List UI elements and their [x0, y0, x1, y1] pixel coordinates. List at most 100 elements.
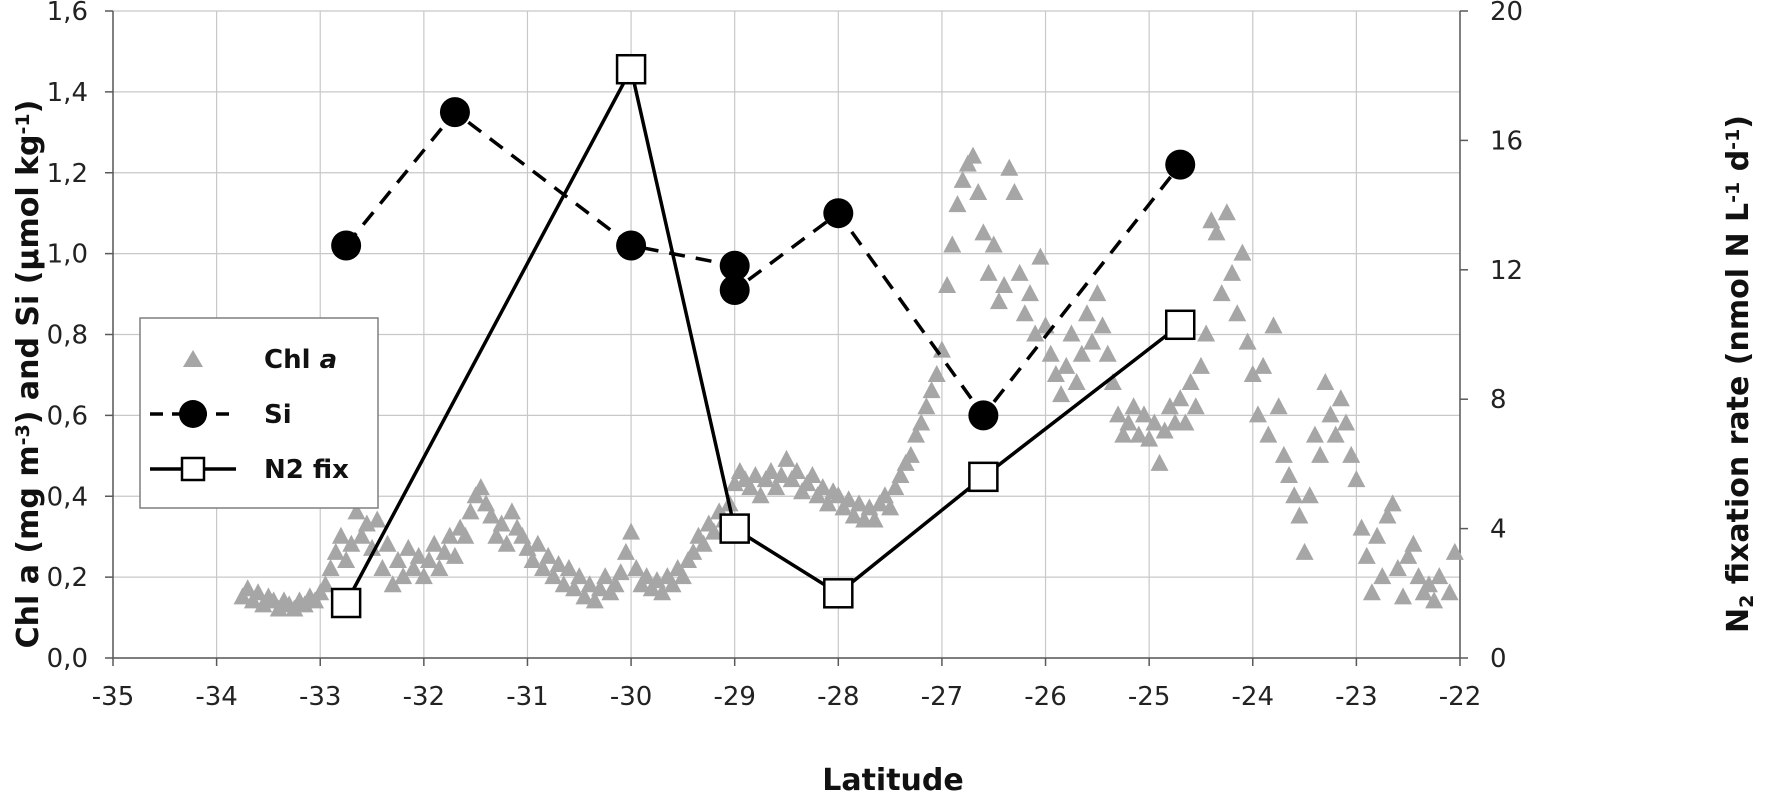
chl-a-point	[907, 425, 926, 443]
x-tick-label: -33	[299, 682, 341, 712]
chl-a-point	[1114, 425, 1133, 443]
chl-a-point	[1010, 263, 1029, 281]
chl-a-point	[1290, 506, 1309, 524]
chl-a-point	[829, 486, 848, 504]
chl-a-point	[979, 263, 998, 281]
chl-a-point	[1388, 559, 1407, 577]
chl-a-point	[1300, 486, 1319, 504]
chl-a-point	[943, 235, 962, 253]
chl-a-point	[1223, 263, 1242, 281]
chl-a-point	[1124, 397, 1143, 415]
chl-a-point	[1280, 466, 1299, 484]
n2-fix-point	[823, 578, 854, 609]
axis-title-part: Chl a (mg m	[11, 445, 46, 648]
y-right-tick-labels: 0 4 8 12 16 20	[1490, 0, 1523, 674]
chl-a-point	[1109, 405, 1128, 423]
chl-a-point	[570, 567, 589, 585]
chl-a-point	[1331, 389, 1350, 407]
x-tick-label: -24	[1232, 682, 1274, 712]
chl-a-point	[373, 559, 392, 577]
x-tick-label: -34	[195, 682, 237, 712]
chl-a-point	[1228, 304, 1247, 322]
chl-a-point	[1088, 284, 1107, 302]
chl-a-point	[502, 502, 521, 520]
chl-a-point	[1383, 494, 1402, 512]
y-right-tick-label: 20	[1490, 0, 1523, 27]
legend-label-chl-a: Chl a	[264, 345, 337, 375]
axes	[105, 10, 1468, 666]
chl-a-point	[673, 567, 692, 585]
chl-a-point	[1285, 486, 1304, 504]
n2-fix-point	[1164, 309, 1196, 341]
chl-a-point	[881, 498, 900, 516]
chl-a-point	[1425, 591, 1444, 609]
x-tick-label: -35	[92, 682, 134, 712]
chl-a-point	[922, 381, 941, 399]
chl-a-point	[394, 567, 413, 585]
chl-a-point	[1191, 356, 1210, 374]
x-tick-label: -26	[1024, 682, 1066, 712]
chl-a-point	[818, 494, 837, 512]
chl-a-point	[813, 478, 832, 496]
chl-a-point	[704, 522, 723, 540]
chl-a-point	[927, 364, 946, 382]
superscript: -1	[1722, 182, 1744, 203]
chl-a-point	[534, 559, 553, 577]
chl-a-point	[1171, 389, 1190, 407]
chl-a-point	[1440, 583, 1459, 601]
x-tick-label: -27	[921, 682, 963, 712]
axis-title-part: )	[1721, 115, 1756, 129]
chl-a-point	[337, 550, 356, 568]
legend-item-si: Si	[150, 400, 292, 430]
chl-a-point	[1005, 182, 1024, 200]
chl-a-point	[1207, 223, 1226, 241]
chl-a-point	[1305, 425, 1324, 443]
x-tick-label: -22	[1439, 682, 1481, 712]
chl-a-point	[1394, 587, 1413, 605]
chl-a-point	[1046, 364, 1065, 382]
y-right-tick-label: 8	[1490, 385, 1507, 415]
chl-a-point	[1254, 356, 1273, 374]
chl-a-point	[404, 559, 423, 577]
y-left-tick-label: 1,6	[47, 0, 88, 27]
chl-a-point	[580, 575, 599, 593]
y-left-tick-label: 1,0	[47, 240, 88, 270]
chl-a-point	[1368, 526, 1387, 544]
chl-a-point	[912, 413, 931, 431]
chl-a-point	[803, 466, 822, 484]
chl-a-point	[1145, 413, 1164, 431]
legend-square-icon	[180, 456, 206, 482]
chl-a-point	[554, 575, 573, 593]
x-tick-label: -23	[1335, 682, 1377, 712]
chl-a-point	[1430, 567, 1449, 585]
x-tick-label: -29	[713, 682, 755, 712]
chl-a-point	[1062, 324, 1081, 342]
x-tick-labels: -35 -34 -33 -32 -31 -30 -29 -28 -27 -26 -25 -24 -23 -…	[92, 682, 1481, 712]
y-right-tick-label: 12	[1490, 256, 1523, 286]
chl-a-point	[1357, 546, 1376, 564]
x-tick-label: -31	[506, 682, 548, 712]
chl-a-point	[1373, 567, 1392, 585]
si-point	[719, 275, 750, 306]
chl-a-point	[590, 579, 609, 597]
chl-a-point	[653, 583, 672, 601]
chl-a-point	[1316, 373, 1335, 391]
chl-a-point	[606, 575, 625, 593]
chl-a-point	[1072, 344, 1091, 362]
axis-title-part: ) and Si (µmol kg	[11, 134, 46, 424]
chl-a-point	[772, 466, 791, 484]
chl-a-point	[1352, 518, 1371, 536]
chl-a-point	[839, 490, 858, 508]
chl-a-point	[1264, 316, 1283, 334]
chl-a-point	[1057, 356, 1076, 374]
chl-a-point	[1342, 445, 1361, 463]
chl-a-point	[1217, 203, 1236, 221]
chl-a-series	[233, 146, 1464, 617]
y-left-tick-label: 0,0	[47, 644, 88, 674]
chl-a-point	[1419, 575, 1438, 593]
chl-a-point	[622, 522, 641, 540]
chl-a-point	[1134, 405, 1153, 423]
chl-a-point	[316, 575, 335, 593]
chl-a-point	[1150, 453, 1169, 471]
legend-label-n2-fix: N2 fix	[264, 455, 349, 485]
